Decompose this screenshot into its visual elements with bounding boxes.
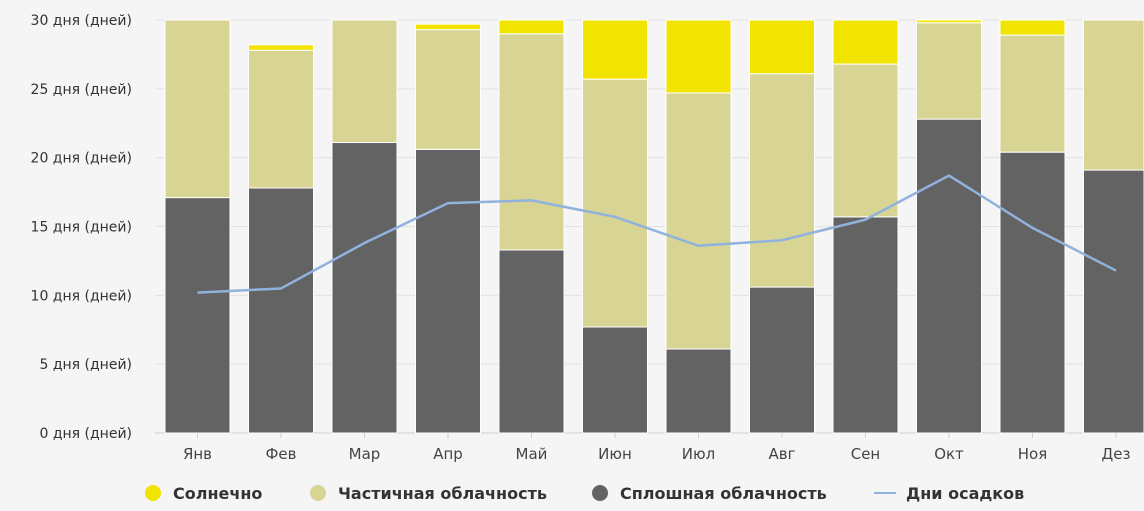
bar-segment-partly-cloudy-9[interactable] xyxy=(832,63,899,218)
y-tick-label: 10 дня (дней) xyxy=(31,288,132,304)
y-tick-label: 0 дня (дней) xyxy=(39,426,132,442)
legend-label-precipitation-days: Дни осадков xyxy=(906,483,1025,503)
bar-segment-overcast-7[interactable] xyxy=(665,348,732,434)
bar-segment-partly-cloudy-3[interactable] xyxy=(331,19,398,144)
bar-segment-overcast-2[interactable] xyxy=(248,187,314,434)
bar-segment-partly-cloudy-12[interactable] xyxy=(1083,19,1144,171)
x-tick-label: Фев xyxy=(266,445,297,463)
precipitation-days-line[interactable] xyxy=(197,174,1117,294)
bar-segment-sunny-11[interactable] xyxy=(999,19,1066,36)
legend-label-overcast: Сплошная облачность xyxy=(620,483,827,503)
bar-segment-overcast-11[interactable] xyxy=(999,151,1066,434)
bar-segment-overcast-6[interactable] xyxy=(582,326,648,434)
grid-lines xyxy=(155,19,1144,434)
bar-segment-partly-cloudy-2[interactable] xyxy=(248,49,314,189)
bar-segment-sunny-9[interactable] xyxy=(832,19,899,65)
x-tick-label: Ноя xyxy=(1018,445,1047,463)
x-tick-label: Май xyxy=(516,445,548,463)
bar-segment-partly-cloudy-7[interactable] xyxy=(665,92,732,350)
bar-segment-sunny-8[interactable] xyxy=(749,19,815,75)
x-tick-label: Июн xyxy=(598,445,632,463)
x-tick-label: Апр xyxy=(433,445,463,463)
bar-segment-partly-cloudy-1[interactable] xyxy=(164,19,231,199)
y-tick-label: 25 дня (дней) xyxy=(31,82,132,98)
bar-segment-overcast-12[interactable] xyxy=(1083,169,1144,434)
stacked-bar-chart: 0 дня (дней) 5 дня (дней) 10 дня (дней) 15 … xyxy=(31,13,1144,463)
bar-segment-partly-cloudy-6[interactable] xyxy=(582,78,648,328)
bar-segment-sunny-6[interactable] xyxy=(582,19,648,80)
y-tick-label: 15 дня (дней) xyxy=(31,220,132,236)
legend-label-sunny: Солнечно xyxy=(173,483,263,503)
y-tick-label: 30 дня (дней) xyxy=(31,13,132,29)
bar-segment-sunny-4[interactable] xyxy=(415,23,481,31)
legend-swatch-partly-cloudy xyxy=(310,485,326,501)
bar-segment-overcast-5[interactable] xyxy=(498,249,565,434)
x-tick-label: Янв xyxy=(183,445,212,463)
legend-item-precipitation-days[interactable]: Дни осадков xyxy=(874,478,1024,508)
bar-segment-overcast-8[interactable] xyxy=(749,286,815,434)
x-tick-label: Дез xyxy=(1102,445,1131,463)
bar-segment-sunny-10[interactable] xyxy=(916,19,982,24)
bar-segment-sunny-7[interactable] xyxy=(665,19,732,94)
bar-segment-overcast-1[interactable] xyxy=(164,197,231,434)
legend-swatch-sunny xyxy=(145,485,161,501)
bar-segment-overcast-3[interactable] xyxy=(331,142,398,434)
bars xyxy=(164,19,1144,434)
x-tick-label: Сен xyxy=(851,445,881,463)
legend-item-partly-cloudy[interactable]: Частичная облачность xyxy=(310,478,547,508)
bar-segment-partly-cloudy-5[interactable] xyxy=(498,33,565,251)
bar-segment-partly-cloudy-11[interactable] xyxy=(999,34,1066,153)
x-tick-label: Окт xyxy=(934,445,964,463)
bar-segment-partly-cloudy-4[interactable] xyxy=(415,29,481,150)
y-tick-label: 5 дня (дней) xyxy=(39,357,132,373)
precipitation-line xyxy=(197,174,1117,294)
bar-segment-partly-cloudy-10[interactable] xyxy=(916,22,982,120)
legend-swatch-overcast xyxy=(592,485,608,501)
x-tick-label: Июл xyxy=(682,445,715,463)
bar-segment-overcast-9[interactable] xyxy=(832,216,899,434)
legend: Солнечно Частичная облачность Сплошная о… xyxy=(0,478,1144,511)
legend-item-sunny[interactable]: Солнечно xyxy=(145,478,262,508)
legend-item-overcast[interactable]: Сплошная облачность xyxy=(592,478,827,508)
y-axis-ticks: 0 дня (дней) 5 дня (дней) 10 дня (дней) 15 … xyxy=(31,13,132,442)
bar-segment-overcast-4[interactable] xyxy=(415,148,481,434)
x-axis-ticks: Янв Фев Мар Апр Май Июн Июл Авг Сен Окт Ноя Дез xyxy=(183,433,1131,463)
bar-segment-overcast-10[interactable] xyxy=(916,118,982,434)
y-tick-label: 20 дня (дней) xyxy=(31,151,132,167)
bar-segment-sunny-5[interactable] xyxy=(498,19,565,35)
legend-swatch-precipitation-days xyxy=(874,492,896,494)
x-tick-label: Мар xyxy=(349,445,381,463)
legend-label-partly-cloudy: Частичная облачность xyxy=(338,483,547,503)
bar-segment-partly-cloudy-8[interactable] xyxy=(749,73,815,288)
x-tick-label: Авг xyxy=(769,445,796,463)
bar-segment-sunny-2[interactable] xyxy=(248,44,314,51)
